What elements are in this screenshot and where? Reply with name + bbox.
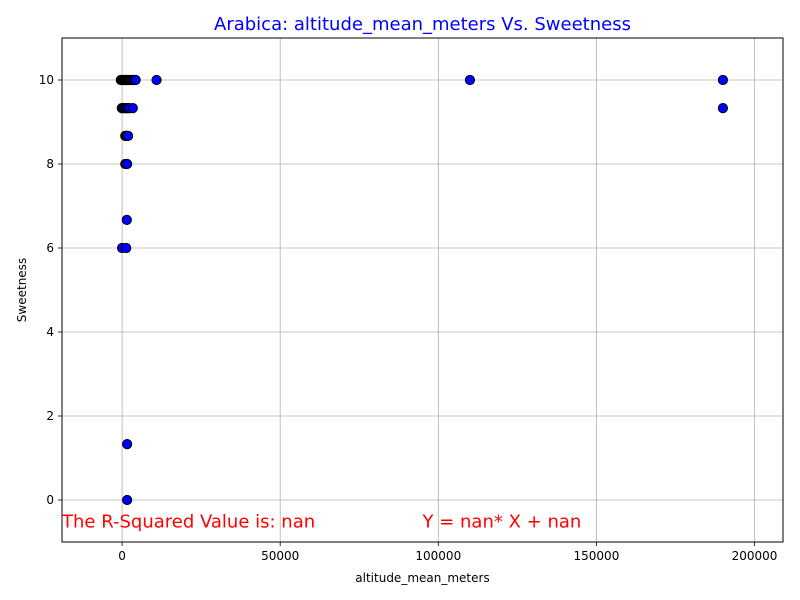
y-tick-label: 6 (46, 241, 54, 255)
data-point (121, 242, 132, 254)
data-point (130, 74, 141, 86)
data-point (122, 494, 133, 506)
regression-equation-annotation: Y = nan* X + nan (422, 511, 582, 532)
grid (62, 38, 783, 542)
plot-frame (61, 37, 784, 543)
data-point (121, 214, 132, 225)
y-axis-label: Sweetness (15, 258, 29, 322)
x-tick-label: 200000 (732, 549, 778, 563)
x-axis-label: altitude_mean_meters (355, 571, 489, 585)
y-tick-label: 10 (39, 73, 54, 87)
data-point (464, 74, 476, 86)
y-tick-label: 0 (46, 493, 54, 507)
y-tick-label: 2 (46, 409, 54, 423)
x-tick-label: 100000 (415, 549, 461, 563)
y-tick-label: 4 (46, 325, 54, 339)
data-point (122, 158, 133, 170)
chart-title: Arabica: altitude_mean_meters Vs. Sweetn… (214, 14, 631, 35)
r-squared-annotation: The R-Squared Value is: nan (61, 511, 315, 532)
data-point (127, 103, 138, 114)
x-tick-label: 150000 (574, 549, 620, 563)
x-tick-label: 50000 (261, 549, 299, 563)
data-points (115, 74, 729, 506)
data-point (717, 74, 729, 86)
data-point (717, 103, 729, 114)
x-tick-label: 0 (118, 549, 126, 563)
data-point (122, 130, 134, 141)
data-point (151, 74, 162, 86)
axis-ticks: 0 50000 100000 150000 200000 0 2 4 6 8 10 (39, 73, 778, 563)
y-tick-label: 8 (46, 157, 54, 171)
data-point (122, 439, 133, 450)
